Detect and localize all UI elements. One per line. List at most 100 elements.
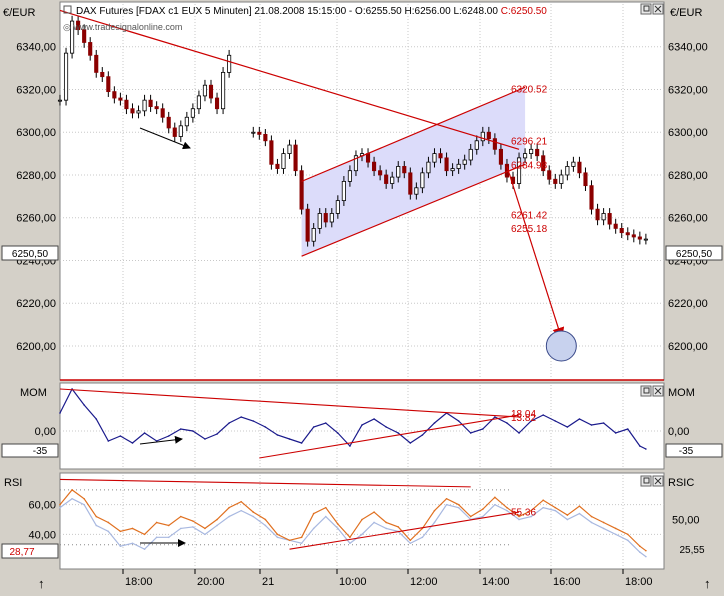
- rsi-point-rsic: [590, 521, 593, 524]
- mom-value-box-left: [1, 443, 59, 458]
- price-tick-label-left: 6300,00: [16, 127, 56, 139]
- rsi-point-rsic: [119, 545, 122, 548]
- mom-tick-label-left: 0,00: [35, 426, 56, 438]
- restore-icon[interactable]: [640, 475, 652, 487]
- mom-point: [155, 440, 158, 442]
- rsi-point-rsic: [494, 503, 496, 506]
- time-label: 14:00: [482, 576, 510, 588]
- rsi-point-rsic: [324, 515, 327, 518]
- rsi-point-rsi: [119, 530, 122, 533]
- price-candle: [414, 187, 419, 195]
- price-candle: [317, 213, 322, 229]
- time-label: 18:00: [125, 576, 153, 588]
- trendline-channel-upper: [301, 86, 526, 182]
- rsi-point-rsic: [300, 542, 303, 545]
- watermark: ◎ www.tradesignalonline.com: [63, 22, 182, 32]
- price-candle: [432, 153, 437, 163]
- price-tick-label-left: 6280,00: [16, 170, 56, 182]
- rsi-point-rsic: [180, 527, 182, 530]
- mom-point: [300, 442, 303, 444]
- rsi-point-rsic: [445, 503, 448, 506]
- price-candle: [166, 116, 171, 129]
- time-label: 16:00: [553, 576, 581, 588]
- price-tick-label-right: 6220,00: [668, 298, 708, 310]
- rsi-point-rsic: [482, 515, 484, 518]
- price-candle: [142, 99, 147, 112]
- price-candle: [154, 106, 159, 110]
- rsi-point-rsi: [506, 506, 508, 509]
- trendline-target-arrow: [506, 166, 565, 340]
- rsi-series: 40,00 60,00 50,00 55.36: [28, 478, 700, 558]
- mom-point: [590, 424, 593, 426]
- rsi-point-rsi: [494, 496, 496, 499]
- price-candle: [583, 172, 588, 187]
- mom-point: [216, 433, 218, 435]
- price-candle: [553, 178, 558, 184]
- mom-value-left: -35: [33, 446, 48, 457]
- rsi-point-rsi: [590, 515, 593, 518]
- price-candle: [577, 161, 582, 174]
- trendlines: [59, 9, 577, 362]
- rsi-point-rsi: [373, 511, 375, 513]
- mom-point: [276, 434, 279, 436]
- price-candle: [535, 148, 540, 157]
- price-candle: [643, 238, 648, 241]
- rsi-point-rsi: [180, 515, 182, 518]
- price-candle: [136, 110, 141, 114]
- price-candle: [589, 185, 594, 210]
- mom-point: [324, 422, 327, 424]
- price-candle: [124, 99, 129, 110]
- price-candle: [480, 131, 485, 142]
- mom-point: [131, 442, 134, 444]
- restore-icon[interactable]: [640, 3, 652, 15]
- price-candle: [438, 153, 443, 159]
- scroll-up-icon-right[interactable]: ↑: [704, 576, 711, 591]
- rsi-point-rsic: [409, 542, 412, 545]
- mom-point: [288, 438, 291, 440]
- mom-point: [578, 418, 581, 420]
- rsi-point-rsi: [361, 518, 363, 521]
- rsi-series-rsi: [59, 489, 647, 552]
- mom-point: [645, 448, 647, 450]
- price-candle: [601, 213, 606, 221]
- price-candle: [619, 227, 624, 234]
- rsi-point-rsic: [602, 527, 605, 530]
- restore-icon-glyph: [643, 387, 650, 394]
- rsi-point-rsic: [542, 506, 544, 509]
- scroll-up-icon[interactable]: ↑: [38, 576, 45, 591]
- rsi-point-rsic: [554, 509, 557, 512]
- restore-icon[interactable]: [640, 385, 652, 397]
- price-candle: [269, 140, 274, 165]
- rsi-point-rsic: [385, 527, 387, 530]
- price-candle: [76, 20, 81, 31]
- title-checkbox[interactable]: [63, 5, 72, 14]
- price-candle: [365, 153, 371, 163]
- price-candle: [565, 166, 570, 176]
- rsi-point-rsic: [155, 536, 158, 539]
- mom-annotation: 18.04: [511, 409, 536, 420]
- price-candle: [118, 97, 123, 101]
- price-candle: [299, 170, 304, 210]
- price-candle: [184, 116, 189, 127]
- rsi-point-rsi: [276, 533, 279, 536]
- price-candle: [498, 148, 503, 165]
- price-tick-label-right: 6340,00: [668, 42, 708, 54]
- price-candle: [384, 174, 389, 184]
- price-candle: [341, 180, 346, 202]
- mom-tick-label-right: 0,00: [668, 426, 689, 438]
- mom-point: [506, 422, 508, 424]
- rsi-panel: [59, 472, 665, 570]
- rsi-point-rsi: [626, 533, 629, 536]
- price-candle: [112, 91, 117, 99]
- mom-point: [228, 422, 230, 424]
- mom-point: [83, 404, 85, 406]
- rsi-point-rsi: [542, 499, 544, 502]
- rsi-point-rsic: [216, 524, 218, 527]
- restore-icon-glyph: [643, 477, 650, 484]
- price-candle: [420, 172, 425, 189]
- rsi-point-rsic: [83, 503, 85, 506]
- trendline-downtrend: [59, 9, 520, 150]
- price-tick-label-right: 6280,00: [668, 170, 708, 182]
- price-candle: [462, 159, 467, 165]
